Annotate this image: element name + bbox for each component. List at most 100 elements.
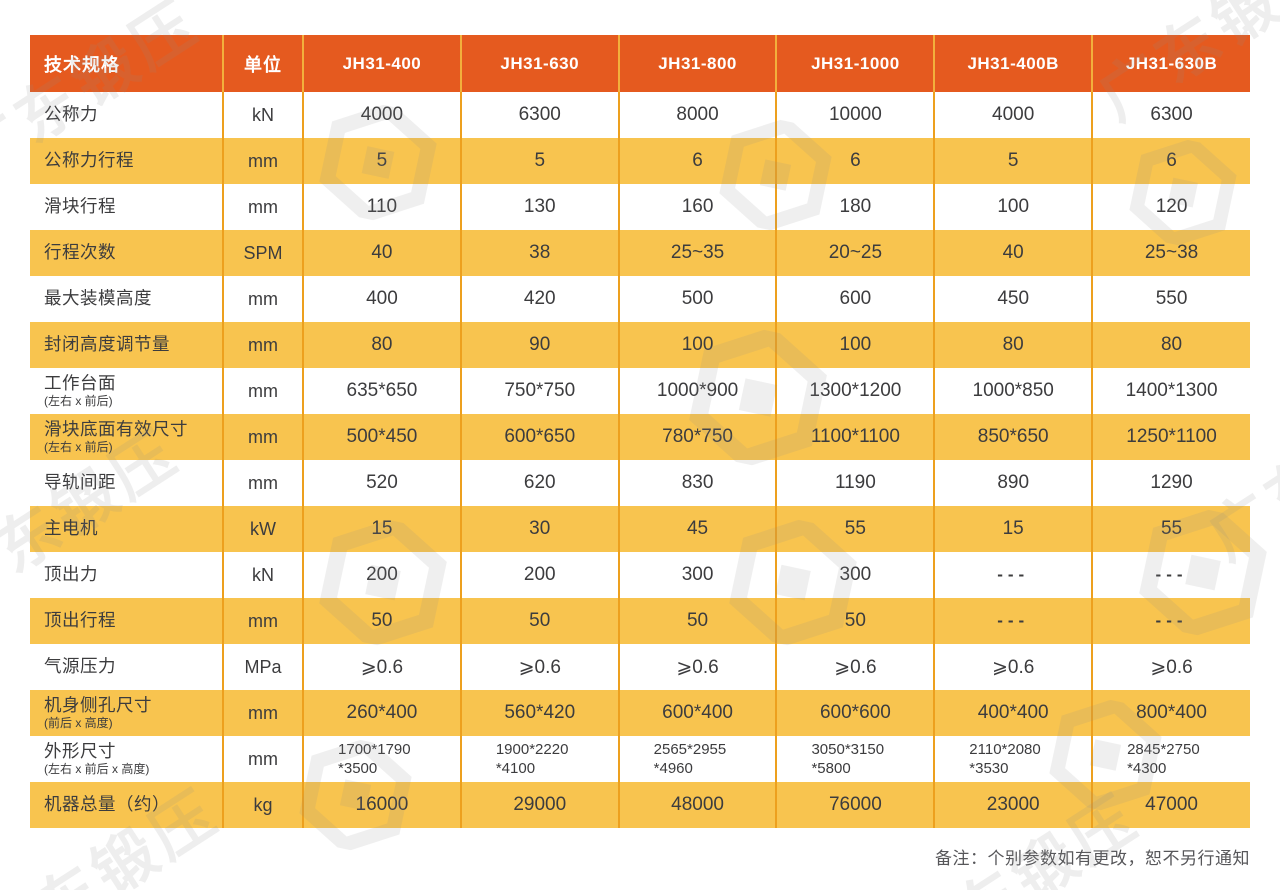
value-cell: 2845*2750 *4300	[1127, 740, 1200, 778]
row-label: 机身侧孔尺寸	[44, 694, 152, 715]
row-label: 主电机	[44, 518, 98, 539]
value-cell: 200	[460, 552, 620, 598]
value-cell: 635*650	[303, 368, 462, 414]
value-cell: 300	[618, 552, 778, 598]
value-cell: 80	[934, 322, 1094, 368]
row-label: 最大装模高度	[44, 288, 152, 309]
value-cell: 890	[934, 460, 1094, 506]
unit-cell: kN	[223, 552, 305, 598]
value-cell: 180	[776, 184, 936, 230]
value-cell: 40	[934, 230, 1094, 276]
value-cell: 23000	[934, 782, 1094, 828]
row-label-cell: 外形尺寸 (左右 x 前后 x 高度)	[30, 736, 225, 782]
value-cell: 16000	[303, 782, 462, 828]
value-cell: 80	[303, 322, 462, 368]
value-cell: 100	[776, 322, 936, 368]
value-cell: 90	[460, 322, 620, 368]
unit-cell: kW	[223, 506, 305, 552]
value-cell: 6300	[1150, 104, 1193, 125]
row-sublabel: (左右 x 前后 x 高度)	[44, 762, 150, 777]
value-cell: 80	[1160, 334, 1183, 355]
row-label: 封闭高度调节量	[44, 334, 170, 355]
row-label: 公称力	[44, 104, 98, 125]
value-cell: ⩾0.6	[303, 644, 462, 690]
row-label-cell: 顶出行程	[30, 598, 225, 644]
row-label-cell: 主电机	[30, 506, 225, 552]
header-cell-model: JH31-400B	[934, 35, 1094, 92]
value-cell: 50	[460, 598, 620, 644]
row-label-cell: 气源压力	[30, 644, 225, 690]
unit-cell: mm	[223, 598, 305, 644]
value-cell: 120	[1155, 196, 1188, 217]
row-label-cell: 机器总量（约）	[30, 782, 225, 828]
footer-note: 备注：个别参数如有更改，恕不另行通知	[935, 849, 1250, 868]
value-cell: 560*420	[460, 690, 620, 736]
row-label-cell: 滑块行程	[30, 184, 225, 230]
value-cell: 6	[1166, 150, 1177, 171]
value-cell: 6	[618, 138, 778, 184]
table-row: 顶出力 kN 200 200 300 300 --- ---	[30, 552, 1250, 598]
value-cell: 100	[934, 184, 1094, 230]
value-cell: 620	[460, 460, 620, 506]
unit-cell: mm	[223, 368, 305, 414]
unit-cell: MPa	[223, 644, 305, 690]
table-row: 外形尺寸 (左右 x 前后 x 高度) mm 1700*1790 *3500 1900*…	[30, 736, 1250, 782]
row-label-cell: 机身侧孔尺寸 (前后 x 高度)	[30, 690, 225, 736]
value-cell: ---	[1155, 611, 1188, 630]
table-row: 滑块底面有效尺寸 (左右 x 前后) mm 500*450 600*650 780*750…	[30, 414, 1250, 460]
row-label: 外形尺寸	[44, 740, 116, 761]
value-cell: ---	[934, 552, 1094, 598]
header-cell-unit: 单位	[223, 35, 305, 92]
value-cell: 48000	[618, 782, 778, 828]
row-label-cell: 导轨间距	[30, 460, 225, 506]
value-cell: 10000	[776, 92, 936, 138]
value-cell: 1100*1100	[776, 414, 936, 460]
value-cell: 600*400	[618, 690, 778, 736]
value-cell: 5	[460, 138, 620, 184]
header-row: 技术规格 单位 JH31-400 JH31-630 JH31-800 JH31-…	[30, 35, 1250, 92]
value-cell: 50	[776, 598, 936, 644]
value-cell: 830	[618, 460, 778, 506]
spec-table-header: 技术规格 单位 JH31-400 JH31-630 JH31-800 JH31-…	[30, 35, 1250, 92]
value-cell: 110	[303, 184, 462, 230]
value-cell: 600	[776, 276, 936, 322]
row-label: 滑块底面有效尺寸	[44, 418, 188, 439]
value-cell: 450	[934, 276, 1094, 322]
value-cell: 500*450	[303, 414, 462, 460]
value-cell: 1290	[1150, 472, 1193, 493]
value-cell: 25~35	[618, 230, 778, 276]
header-cell-model: JH31-400	[303, 35, 462, 92]
value-cell: 50	[618, 598, 778, 644]
value-cell: 38	[460, 230, 620, 276]
value-cell: 850*650	[934, 414, 1094, 460]
row-label: 机器总量（约）	[44, 794, 170, 815]
row-label: 公称力行程	[44, 150, 134, 171]
header-cell-model: JH31-1000	[776, 35, 936, 92]
table-row: 公称力行程 mm 5 5 6 6 5 6	[30, 138, 1250, 184]
value-cell: 160	[618, 184, 778, 230]
unit-cell: mm	[223, 414, 305, 460]
value-cell: 47000	[1145, 794, 1198, 815]
value-cell: 750*750	[460, 368, 620, 414]
row-label-cell: 封闭高度调节量	[30, 322, 225, 368]
value-cell: 45	[618, 506, 778, 552]
value-cell: 2110*2080 *3530	[934, 736, 1094, 782]
value-cell: 260*400	[303, 690, 462, 736]
value-cell: 1000*900	[618, 368, 778, 414]
value-cell: 50	[303, 598, 462, 644]
row-label: 行程次数	[44, 242, 116, 263]
value-cell: ⩾0.6	[776, 644, 936, 690]
value-cell: 55	[776, 506, 936, 552]
header-cell-model: JH31-800	[618, 35, 778, 92]
row-label: 顶出行程	[44, 610, 116, 631]
value-cell: 15	[303, 506, 462, 552]
value-cell: 5	[934, 138, 1094, 184]
value-cell: 25~38	[1144, 242, 1199, 263]
value-cell: 100	[618, 322, 778, 368]
value-cell: 780*750	[618, 414, 778, 460]
row-label: 滑块行程	[44, 196, 116, 217]
value-cell: 76000	[776, 782, 936, 828]
row-label: 导轨间距	[44, 472, 116, 493]
value-cell: 500	[618, 276, 778, 322]
unit-cell: mm	[223, 322, 305, 368]
